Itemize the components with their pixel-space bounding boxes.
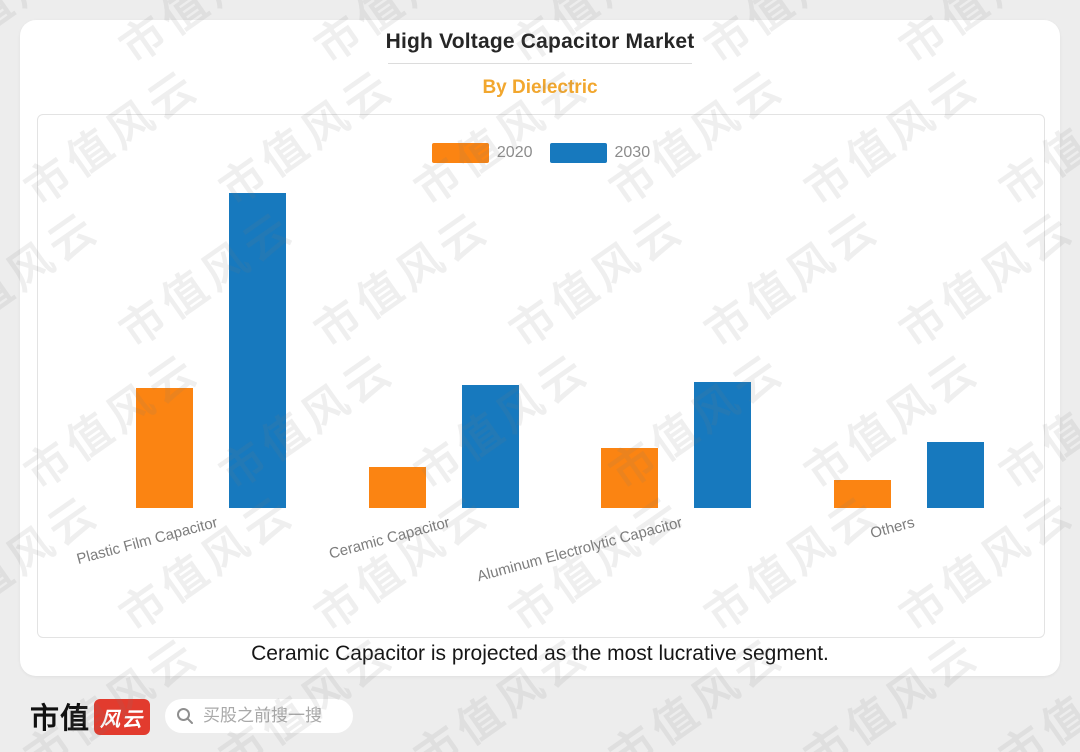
bar-2030-4 (926, 442, 984, 508)
logo-text: 市值 (30, 703, 91, 735)
bar-2030-2 (461, 385, 519, 508)
legend-label-2020: 2020 (496, 144, 533, 161)
category-label: Aluminum Electrolytic Capacitor (475, 514, 685, 586)
footer-bar: 市值 风云 (30, 694, 354, 738)
legend-label-2030: 2030 (614, 144, 651, 161)
logo[interactable]: 市值 风云 (30, 695, 151, 737)
legend-item-2020: 2020 (431, 143, 533, 163)
search-box[interactable] (165, 699, 354, 733)
bar-2020-3 (601, 448, 658, 508)
category-label: Ceramic Capacitor (327, 514, 452, 563)
category-label: Others (869, 514, 917, 543)
bar-2030-1 (229, 193, 286, 508)
bar-2020-4 (833, 480, 891, 508)
bar-2030-3 (694, 382, 751, 508)
bars-container: Plastic Film Capacitor Ceramic Capacitor A… (38, 115, 1044, 637)
search-icon (177, 708, 194, 724)
legend-item-2030: 2030 (549, 143, 651, 163)
chart-caption: Ceramic Capacitor is projected as the mo… (251, 642, 829, 665)
chart-subtitle: By Dielectric (482, 77, 598, 98)
bar-2020-2 (368, 467, 426, 508)
chart-card: High Voltage Capacitor Market By Dielect… (20, 20, 1060, 676)
legend-swatch-2020 (431, 143, 489, 163)
category-label: Plastic Film Capacitor (74, 514, 220, 568)
title-divider (388, 63, 692, 64)
plot-area: 2020 2030 Plastic Film Capacitor Ceramic … (37, 114, 1045, 638)
logo-badge: 风云 (94, 699, 151, 735)
search-input[interactable] (201, 705, 351, 727)
bar-2020-1 (136, 388, 193, 508)
chart-title: High Voltage Capacitor Market (385, 30, 695, 53)
legend-swatch-2030 (549, 143, 607, 163)
legend: 2020 2030 (38, 143, 1044, 163)
